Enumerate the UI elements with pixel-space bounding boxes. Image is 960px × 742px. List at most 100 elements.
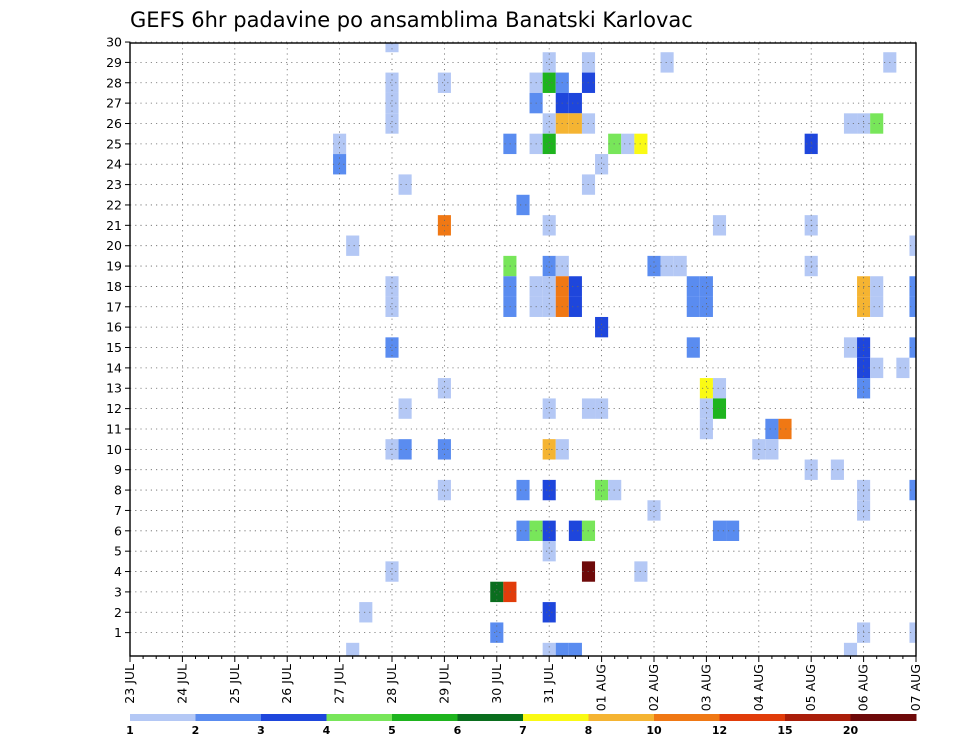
y-tick-label-19: 19 [106, 259, 122, 274]
y-tick-label-3: 3 [114, 584, 122, 599]
cell-85 [542, 398, 556, 419]
x-tick-label-4: 27 JUL [332, 664, 347, 704]
cell-54 [568, 276, 582, 297]
colorbar-swatch-9 [719, 714, 786, 721]
cell-47 [673, 255, 687, 277]
cell-33 [398, 174, 412, 195]
cell-125 [542, 602, 556, 623]
y-tick-label-10: 10 [106, 442, 122, 457]
cell-56 [699, 276, 713, 297]
cell-43 [542, 255, 556, 277]
y-tick-label-22: 22 [106, 197, 122, 212]
y-tick-label-11: 11 [106, 421, 122, 436]
y-tick-label-4: 4 [114, 564, 122, 579]
cell-32 [595, 154, 609, 175]
cell-18 [568, 113, 582, 134]
cell-105 [595, 479, 609, 501]
x-tick-label-7: 30 JUL [489, 664, 504, 704]
x-tick-label-11: 03 AUG [698, 664, 713, 711]
cell-82 [712, 378, 727, 399]
colorbar-swatch-7 [588, 714, 655, 721]
cell-80 [437, 378, 451, 399]
y-tick-label-26: 26 [106, 116, 122, 131]
cell-133 [843, 642, 858, 656]
y-tick-label-27: 27 [106, 96, 122, 111]
y-tick-label-1: 1 [114, 625, 122, 640]
cell-129 [346, 642, 360, 656]
colorbar-swatch-6 [523, 714, 589, 721]
y-tick-label-18: 18 [106, 279, 122, 294]
cell-60 [385, 296, 399, 317]
cell-69 [870, 296, 884, 317]
x-tick-label-2: 25 JUL [227, 664, 242, 704]
cell-126 [490, 622, 504, 643]
colorbar-swatch-8 [654, 714, 720, 721]
cell-72 [385, 337, 399, 358]
cell-29 [634, 133, 648, 155]
cell-103 [516, 479, 530, 501]
cell-46 [660, 255, 674, 277]
cell-94 [398, 439, 412, 460]
cell-16 [542, 113, 556, 134]
colorbar-swatch-2 [261, 714, 327, 721]
x-axis: 23 JUL 24 JUL 25 JUL 26 JUL 27 JUL 28 JUL 29 J… [122, 656, 923, 711]
cell-74 [843, 337, 858, 358]
cell-84 [398, 398, 412, 419]
cell-128 [909, 622, 916, 643]
colorbar-swatch-4 [392, 714, 458, 721]
colorbar-label-11: 20 [843, 724, 859, 737]
colorbar-label-4: 5 [388, 724, 396, 737]
cells-layer [333, 43, 916, 656]
colorbar-label-10: 15 [777, 724, 792, 737]
x-tick-label-5: 28 JUL [384, 664, 399, 704]
colorbar-label-3: 4 [323, 724, 331, 737]
y-tick-label-12: 12 [106, 401, 122, 416]
cell-89 [712, 398, 727, 419]
y-tick-label-21: 21 [106, 218, 122, 233]
cell-116 [712, 520, 727, 541]
cell-14 [385, 92, 399, 114]
x-tick-label-12: 04 AUG [751, 664, 766, 711]
colorbar-swatch-0 [130, 714, 196, 721]
cell-102 [437, 479, 451, 501]
y-tick-label-29: 29 [106, 55, 122, 70]
y-tick-label-14: 14 [106, 360, 122, 375]
cell-114 [568, 520, 582, 541]
cell-2 [542, 52, 556, 73]
cell-41 [909, 235, 916, 256]
x-tick-label-3: 26 JUL [279, 664, 294, 704]
x-tick-label-8: 31 JUL [541, 664, 556, 704]
cell-59 [909, 276, 916, 297]
cell-81 [699, 378, 713, 399]
cell-67 [699, 296, 713, 317]
cell-88 [699, 398, 713, 419]
cell-73 [686, 337, 700, 358]
cell-15 [385, 113, 399, 134]
cell-91 [765, 418, 779, 440]
y-tick-label-25: 25 [106, 136, 122, 151]
cell-113 [542, 520, 556, 541]
cell-104 [542, 479, 556, 501]
colorbar-label-7: 8 [585, 724, 593, 737]
cell-45 [647, 255, 661, 277]
colorbar-label-6: 7 [519, 724, 527, 737]
cell-66 [686, 296, 700, 317]
cell-121 [634, 561, 648, 582]
x-tick-label-6: 29 JUL [436, 664, 451, 704]
colorbar-label-9: 12 [712, 724, 727, 737]
colorbar-swatch-3 [326, 714, 393, 721]
x-tick-label-10: 02 AUG [646, 664, 661, 711]
y-tick-label-8: 8 [114, 483, 122, 498]
cell-76 [909, 337, 916, 358]
cell-58 [870, 276, 884, 297]
cell-65 [568, 296, 582, 317]
colorbar-label-8: 10 [646, 724, 662, 737]
cell-111 [516, 520, 530, 541]
cell-8 [542, 72, 556, 93]
colorbar-label-1: 2 [192, 724, 200, 737]
x-tick-label-0: 23 JUL [122, 664, 137, 704]
cell-79 [896, 357, 910, 379]
cell-132 [568, 642, 582, 656]
y-tick-label-7: 7 [114, 503, 122, 518]
